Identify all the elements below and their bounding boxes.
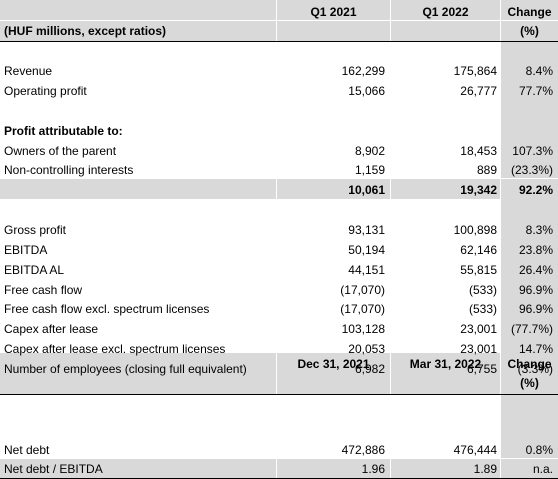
row-label-capex: Capex after lease <box>4 322 99 336</box>
row-v1-nci: 1,159 <box>354 163 385 177</box>
row-chg-total: 92.2% <box>518 183 553 197</box>
header2-col2: Mar 31, 2022 <box>409 357 482 371</box>
row-v2-fcf: (533) <box>468 283 497 297</box>
header2-band <box>0 353 558 395</box>
row-label-op-profit: Operating profit <box>4 84 87 98</box>
row-v1-ebitda: 50,194 <box>348 243 385 257</box>
row-v2-capex: 23,001 <box>460 322 497 336</box>
row-v1-fcf: (17,070) <box>340 283 385 297</box>
total-split-top <box>0 178 558 179</box>
row-v2-ebitda: 62,146 <box>460 243 497 257</box>
row-chg-fcf: 96.9% <box>518 283 553 297</box>
row-v2-gross-profit: 100,898 <box>453 223 497 237</box>
row-v1-revenue: 162,299 <box>341 64 385 78</box>
row-v2-owners: 18,453 <box>460 144 497 158</box>
row-v1-op-profit: 15,066 <box>348 84 385 98</box>
last-row-band <box>0 458 558 479</box>
row-v2-op-profit: 26,777 <box>460 84 497 98</box>
col-divider-2 <box>390 0 391 479</box>
row-label-nci: Non-controlling interests <box>4 163 134 177</box>
row-label-employees: Number of employees (closing full equiva… <box>4 362 247 376</box>
col-divider-3 <box>500 0 501 479</box>
header2-rule <box>0 394 558 395</box>
total-row-band <box>0 178 558 199</box>
row-v1-ebitda-al: 44,151 <box>348 263 385 277</box>
row-v2-ebitda-al: 55,815 <box>460 263 497 277</box>
row-v1-capex-excl: 20,053 <box>348 342 385 356</box>
row-v1-total: 10,061 <box>348 183 385 197</box>
row-label-ebitda-al: EBITDA AL <box>4 263 65 277</box>
row-chg-employees: (3.3%) <box>517 362 553 376</box>
row-label-revenue: Revenue <box>4 64 53 78</box>
row-chg-gross-profit: 8.3% <box>525 223 553 237</box>
row-v1-owners: 8,902 <box>354 144 385 158</box>
header-band <box>0 0 558 42</box>
header-split <box>0 20 558 21</box>
col-divider-1 <box>276 0 277 479</box>
row-chg-ebitda: 23.8% <box>518 243 553 257</box>
row-v2-total: 19,342 <box>460 183 497 197</box>
header-pct: (%) <box>520 24 539 38</box>
row-chg-revenue: 8.4% <box>525 64 553 78</box>
header-col2: Q1 2022 <box>422 5 469 19</box>
row-v1-fcf-excl: (17,070) <box>340 302 385 316</box>
row-chg-nci: (23.3%) <box>510 163 553 177</box>
row-v2-nd-ebitda: 1.89 <box>473 462 497 476</box>
row-v2-fcf-excl: (533) <box>468 302 497 316</box>
row-label-fcf-excl: Free cash flow excl. spectrum licenses <box>4 302 210 316</box>
row-chg-fcf-excl: 96.9% <box>518 302 553 316</box>
row-label-nd-ebitda: Net debt / EBITDA <box>4 462 103 476</box>
row-v1-gross-profit: 93,131 <box>348 223 385 237</box>
row-v2-nci: 889 <box>476 163 497 177</box>
row-v2-net-debt: 476,444 <box>453 443 497 457</box>
header2-change: Change <box>507 357 552 371</box>
row-v1-nd-ebitda: 1.96 <box>361 462 385 476</box>
section-heading-attributable: Profit attributable to: <box>4 124 123 138</box>
header2-col1: Dec 31, 2021 <box>297 357 370 371</box>
row-chg-capex-excl: 14.7% <box>518 342 553 356</box>
row-chg-capex: (77.7%) <box>510 322 553 336</box>
header-rule <box>0 41 558 42</box>
row-chg-owners: 107.3% <box>512 144 553 158</box>
header2-pct: (%) <box>520 376 539 390</box>
units-label: (HUF millions, except ratios) <box>4 24 167 38</box>
row-chg-net-debt: 0.8% <box>525 443 553 457</box>
row-label-owners: Owners of the parent <box>4 144 117 158</box>
row-v2-revenue: 175,864 <box>453 64 497 78</box>
row-v2-capex-excl: 23,001 <box>460 342 497 356</box>
last-split-top <box>0 458 558 459</box>
row-label-fcf: Free cash flow <box>4 283 83 297</box>
row-v1-employees: 6,982 <box>354 362 385 376</box>
row-v1-net-debt: 472,886 <box>341 443 385 457</box>
row-label-capex-excl: Capex after lease excl. spectrum license… <box>4 342 226 356</box>
row-label-ebitda: EBITDA <box>4 243 48 257</box>
row-chg-nd-ebitda: n.a. <box>532 462 553 476</box>
row-v2-employees: 6,755 <box>466 362 497 376</box>
row-label-gross-profit: Gross profit <box>4 223 67 237</box>
row-chg-op-profit: 77.7% <box>518 84 553 98</box>
row-v1-capex: 103,128 <box>341 322 385 336</box>
header-col1: Q1 2021 <box>310 5 357 19</box>
header-change: Change <box>507 5 552 19</box>
row-chg-ebitda-al: 26.4% <box>518 263 553 277</box>
row-label-net-debt: Net debt <box>4 443 50 457</box>
